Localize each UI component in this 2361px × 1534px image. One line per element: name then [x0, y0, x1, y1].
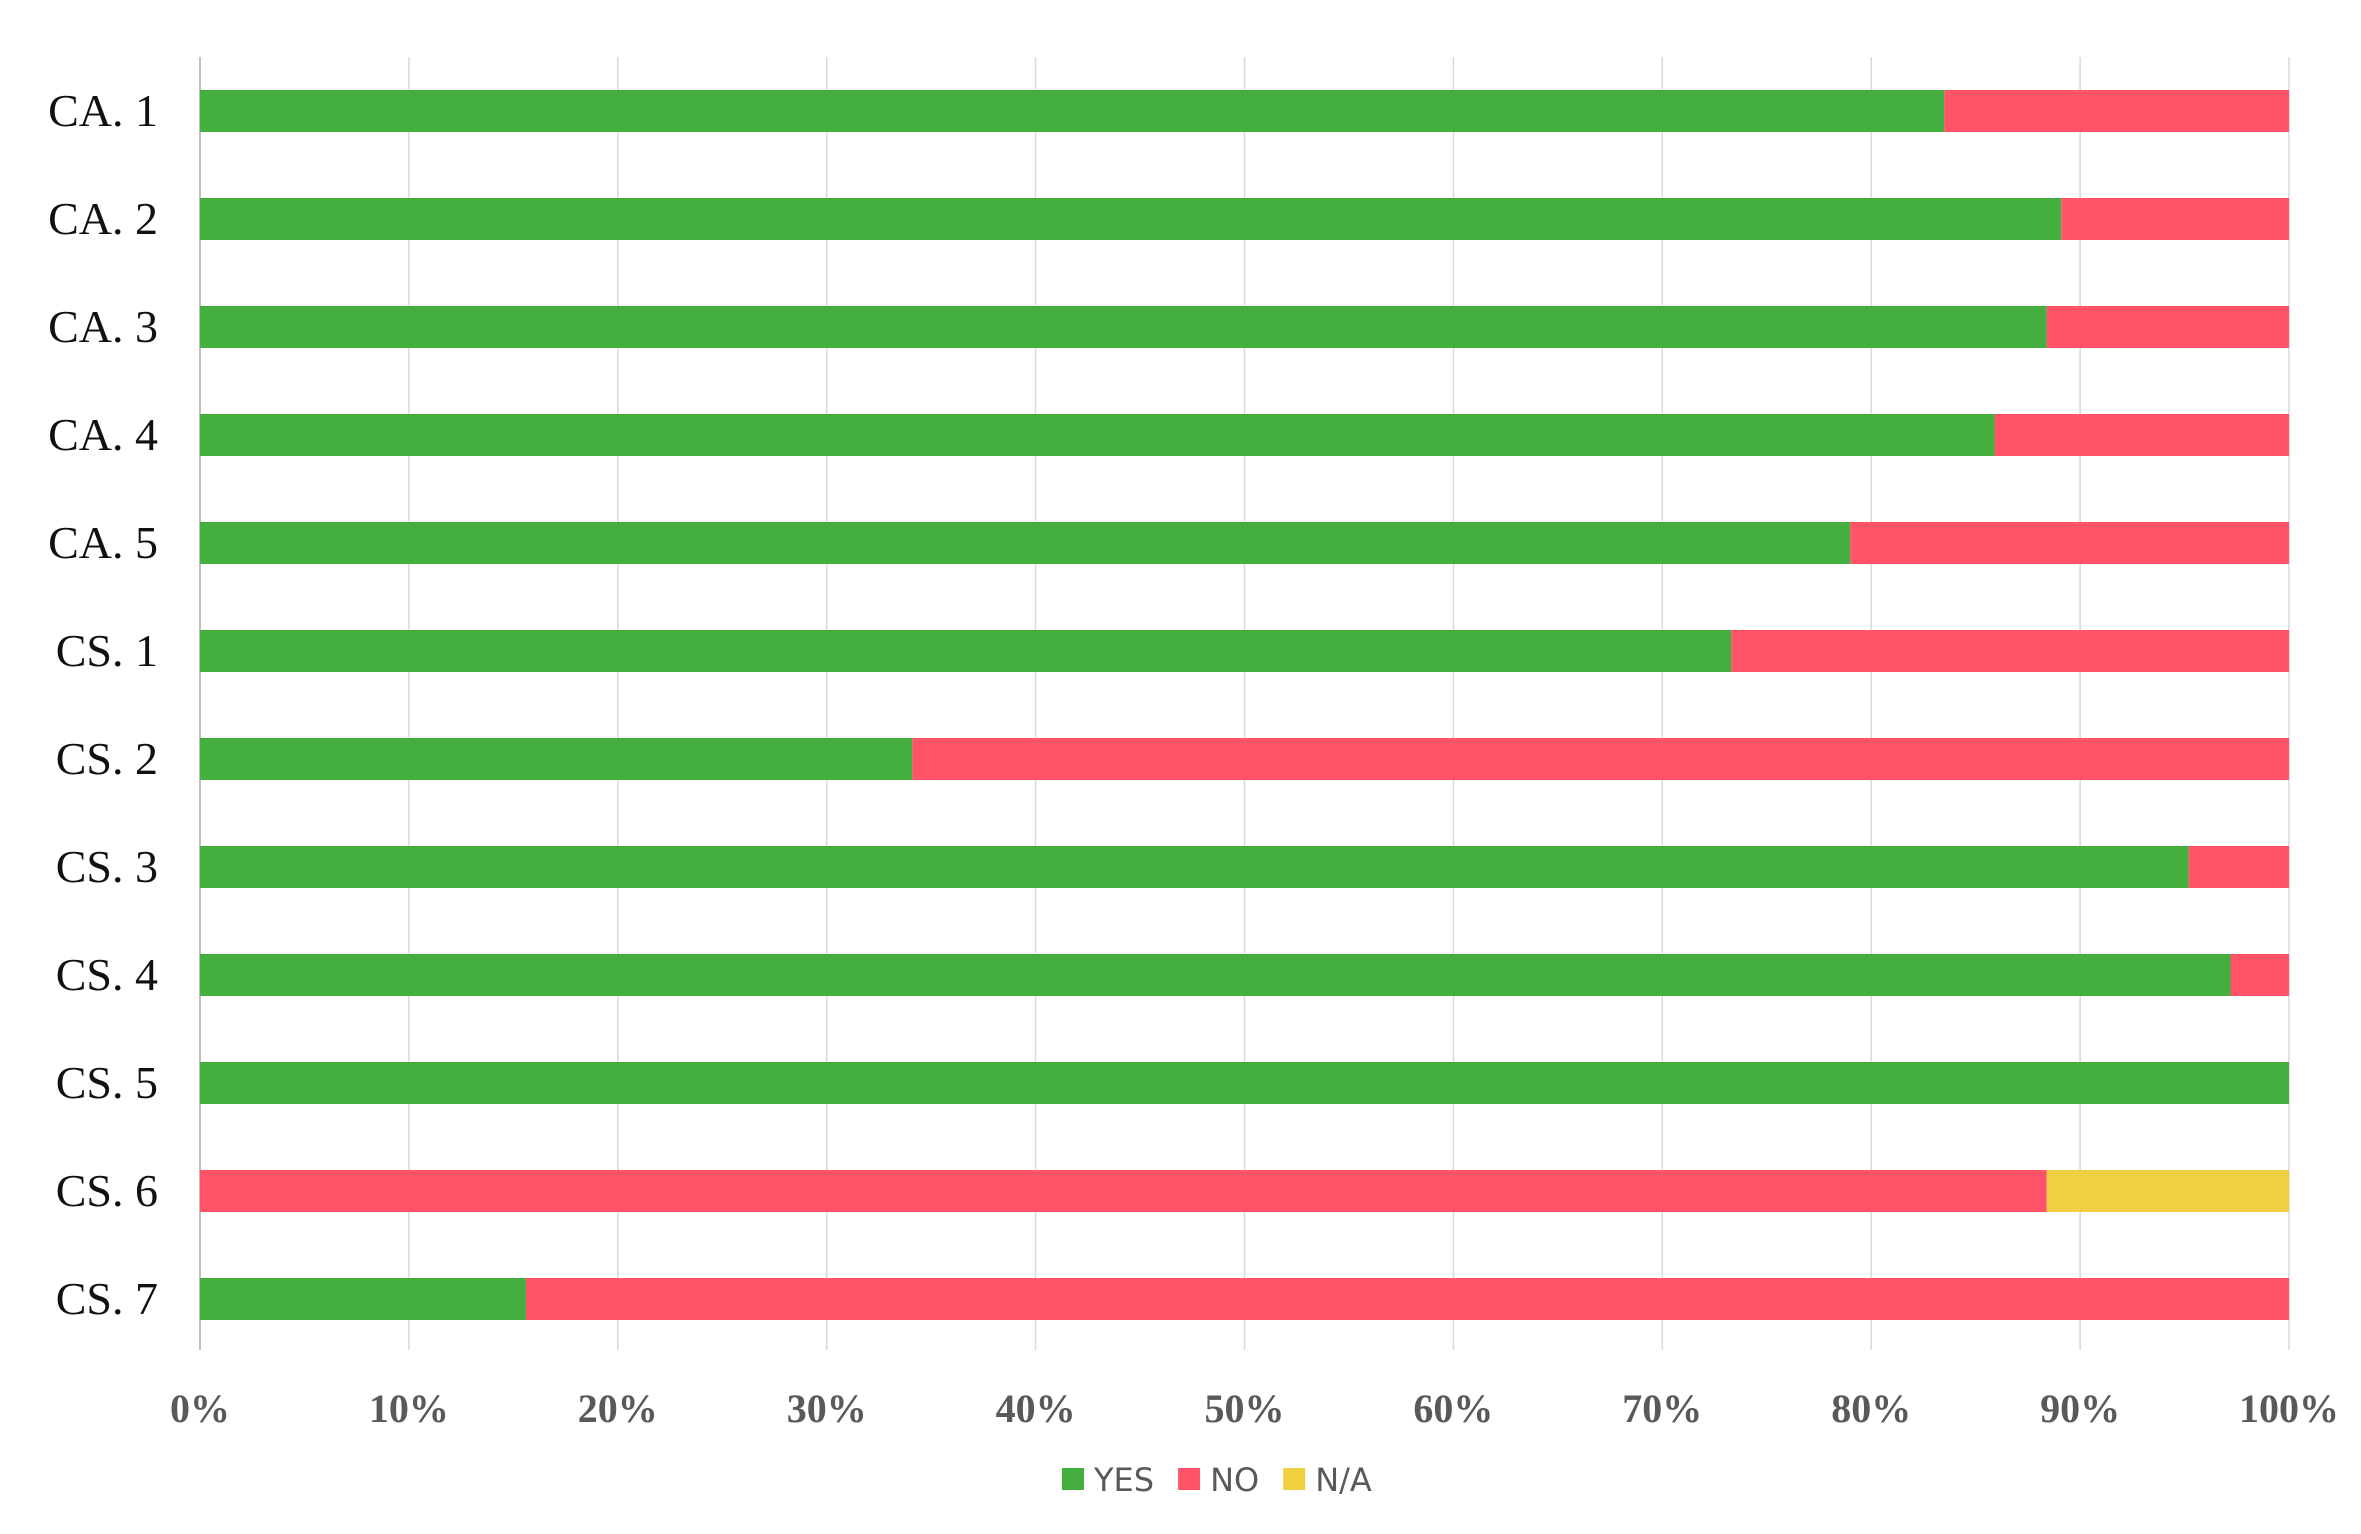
- legend-item-no: NO: [1178, 1461, 1259, 1499]
- category-label: CS. 5: [56, 1057, 158, 1108]
- category-label: CS. 1: [56, 625, 158, 676]
- bar-yes-ca2: [200, 198, 2062, 240]
- x-tick-label: 100%: [2239, 1386, 2339, 1431]
- legend-swatch: [1283, 1468, 1306, 1490]
- x-tick-label: 70%: [1622, 1386, 1702, 1431]
- bar-yes-cs4: [200, 954, 2231, 996]
- x-tick-label: 10%: [369, 1386, 449, 1431]
- category-label: CS. 6: [56, 1165, 158, 1216]
- gridlines: [199, 57, 2290, 1350]
- x-tick-label: 30%: [787, 1386, 867, 1431]
- category-label: CS. 7: [56, 1273, 158, 1324]
- bar-yes-cs2: [200, 738, 913, 780]
- x-tick-label: 50%: [1205, 1386, 1285, 1431]
- bar-no-ca3: [2046, 306, 2289, 348]
- bar-no-cs1: [1731, 630, 2289, 672]
- x-tick-label: 80%: [1831, 1386, 1911, 1431]
- category-labels: CA. 1 CA. 2 CA. 3 CA. 4 CA. 5 CS. 1 CS. 2 CS. 3…: [48, 85, 158, 1324]
- x-tick-label: 90%: [2040, 1386, 2120, 1431]
- x-tick-label: 40%: [996, 1386, 1076, 1431]
- x-tick-label: 60%: [1413, 1386, 1493, 1431]
- category-label: CA. 5: [48, 517, 158, 568]
- bar-no-cs6: [200, 1170, 2047, 1212]
- bar-no-cs3: [2188, 846, 2289, 888]
- category-label: CA. 1: [48, 85, 158, 136]
- x-tick-label: 20%: [578, 1386, 658, 1431]
- bar-no-cs7: [525, 1278, 2289, 1320]
- legend: YES NO N/A: [1062, 1461, 1372, 1499]
- legend-label: N/A: [1315, 1461, 1372, 1499]
- legend-item-yes: YES: [1062, 1461, 1154, 1499]
- bar-yes-ca1: [200, 90, 1945, 132]
- x-tick-labels: 0% 10% 20% 30% 40% 50% 60% 70% 80% 90% 100%: [170, 1386, 2339, 1431]
- legend-swatch: [1178, 1468, 1201, 1490]
- bar-yes-cs1: [200, 630, 1732, 672]
- bars: [200, 90, 2289, 1320]
- bar-no-ca5: [1850, 522, 2289, 564]
- bar-yes-ca3: [200, 306, 2047, 348]
- bar-yes-cs5: [200, 1062, 2289, 1104]
- bar-yes-ca4: [200, 414, 1995, 456]
- legend-item-na: N/A: [1283, 1461, 1372, 1499]
- x-tick-label: 0%: [170, 1386, 230, 1431]
- legend-label: YES: [1093, 1461, 1154, 1499]
- legend-swatch: [1062, 1468, 1084, 1490]
- legend-label: NO: [1210, 1461, 1259, 1499]
- bar-yes-cs3: [200, 846, 2189, 888]
- bar-yes-cs7: [200, 1278, 526, 1320]
- category-label: CS. 4: [56, 949, 158, 1000]
- bar-no-cs4: [2230, 954, 2289, 996]
- bar-no-ca1: [1944, 90, 2289, 132]
- bar-no-ca2: [2061, 198, 2289, 240]
- bar-na-cs6: [2046, 1170, 2289, 1212]
- category-label: CA. 3: [48, 301, 158, 352]
- bar-no-ca4: [1994, 414, 2289, 456]
- bar-no-cs2: [912, 738, 2289, 780]
- category-label: CS. 2: [56, 733, 158, 784]
- bar-yes-ca5: [200, 522, 1851, 564]
- category-label: CA. 4: [48, 409, 158, 460]
- category-label: CS. 3: [56, 841, 158, 892]
- category-label: CA. 2: [48, 193, 158, 244]
